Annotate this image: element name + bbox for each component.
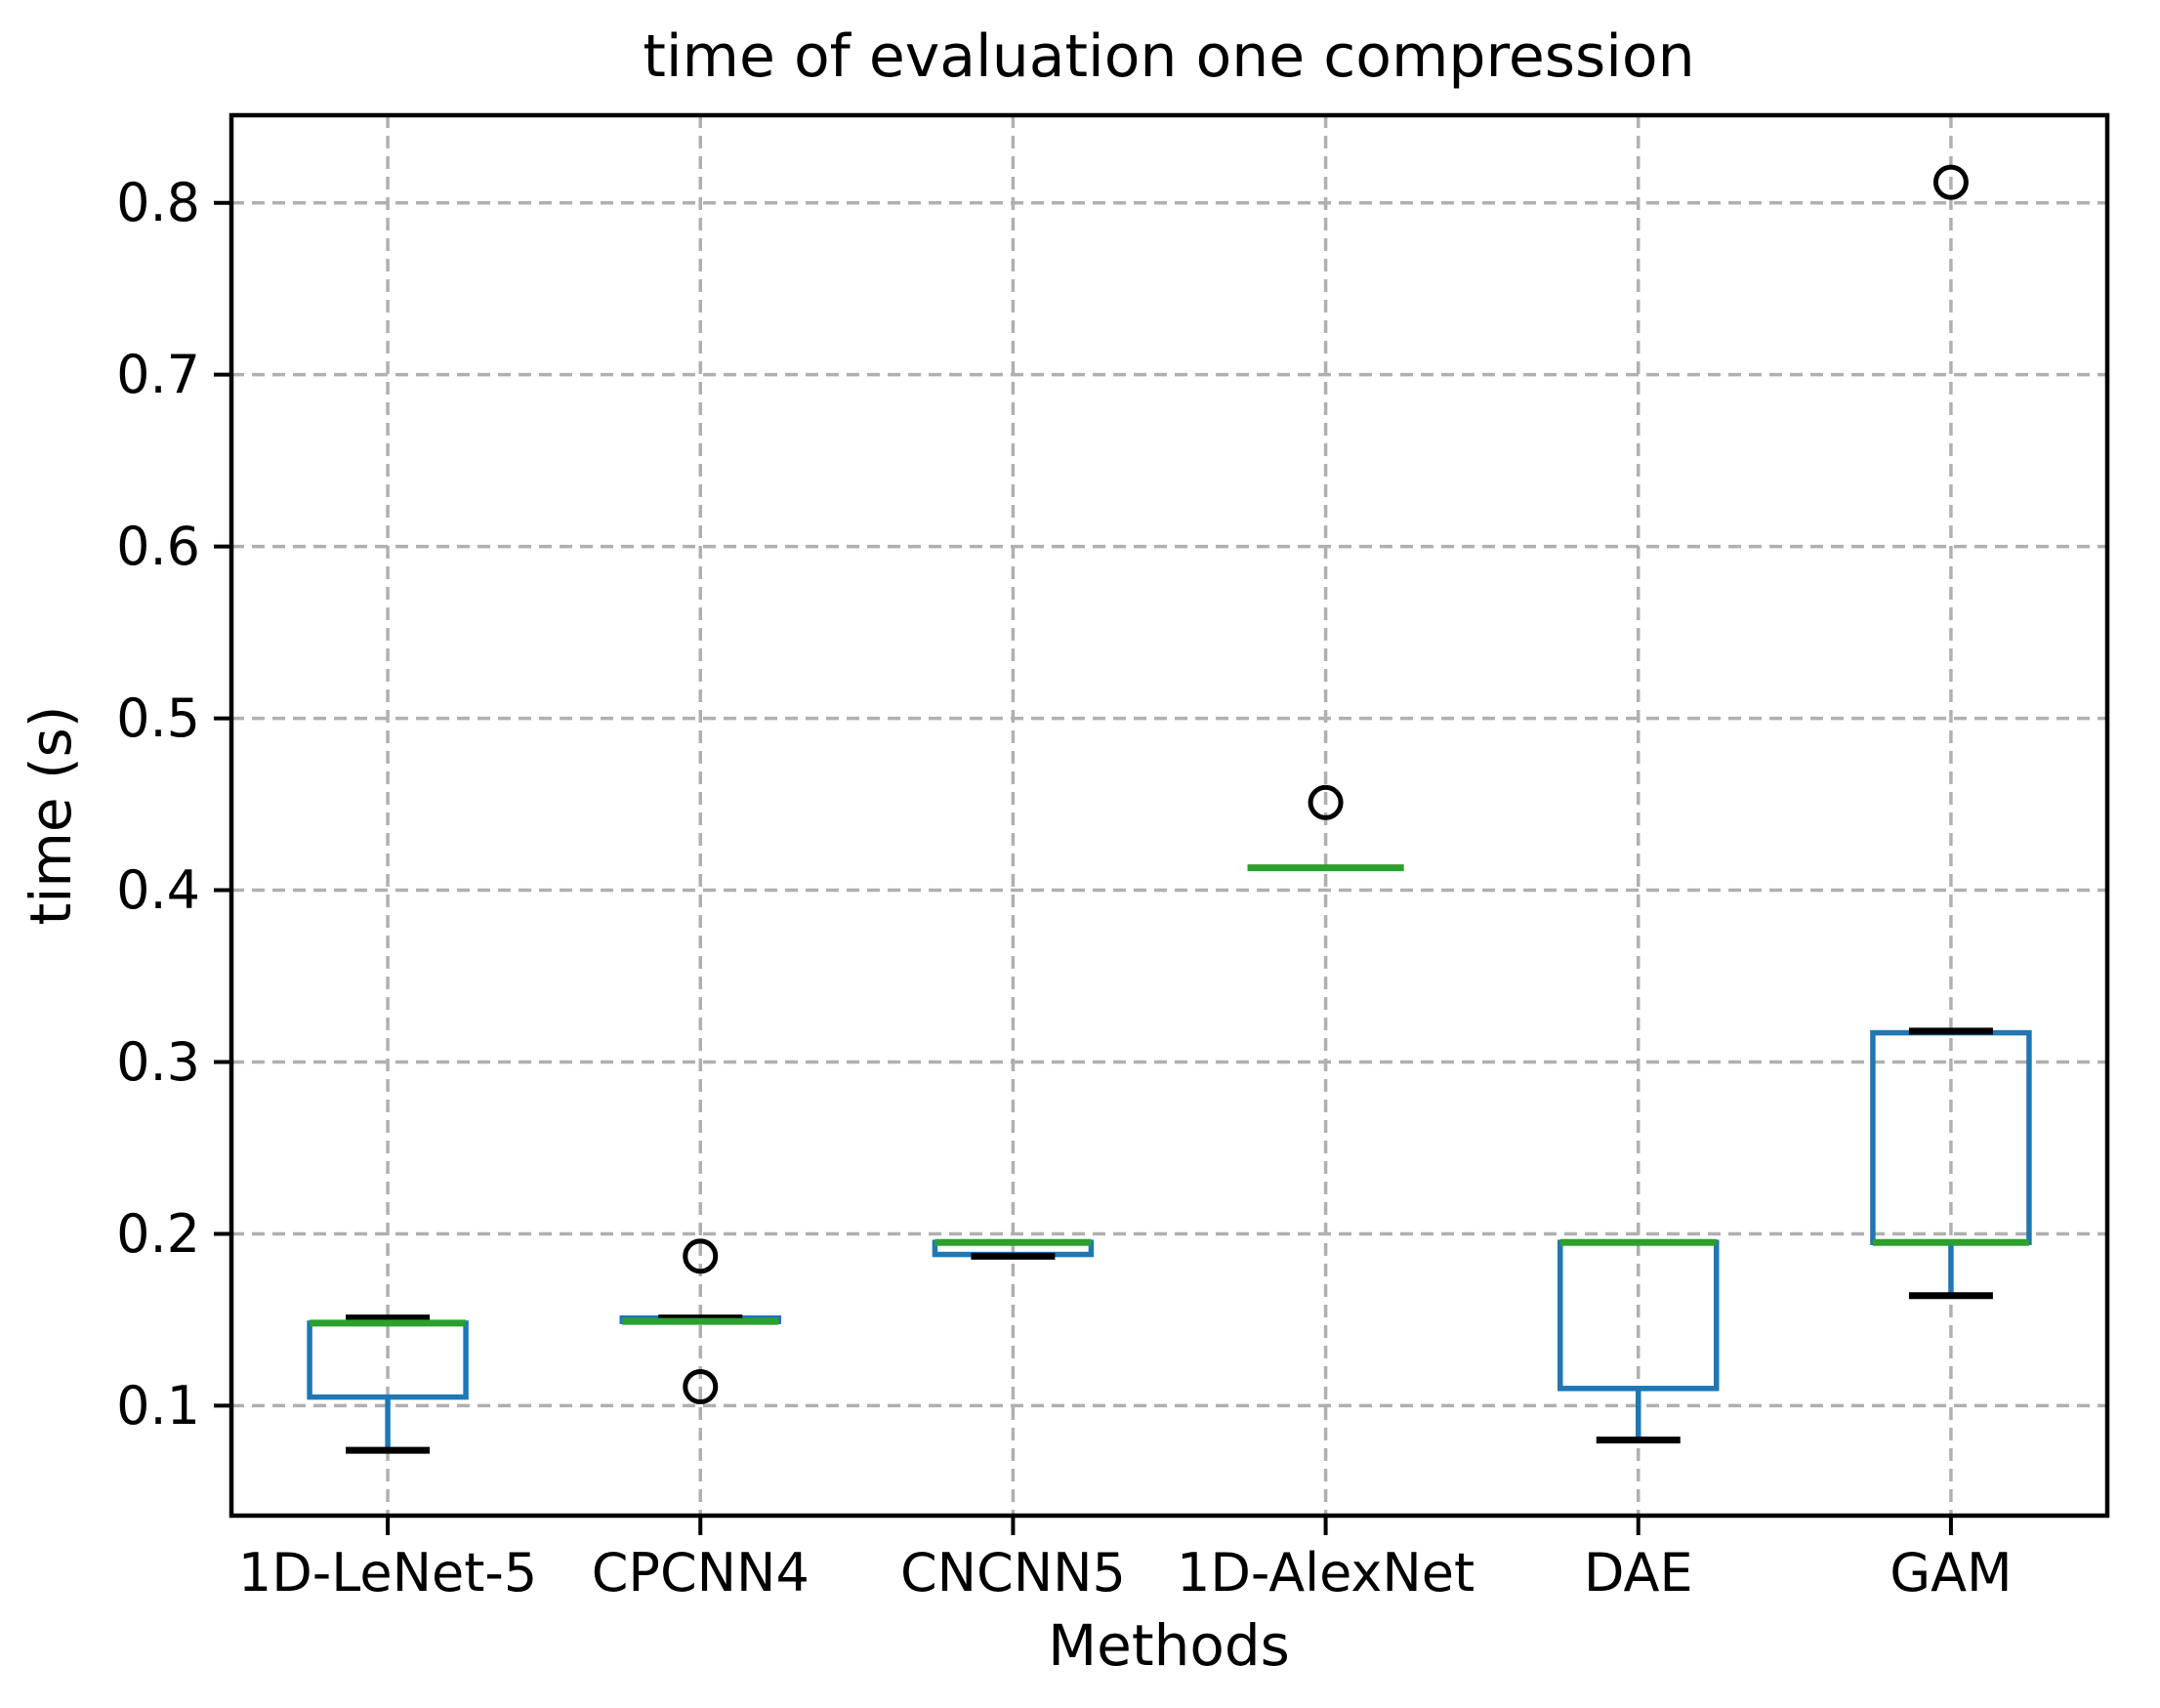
box-cncnn5	[932, 1238, 1095, 1260]
grid-lines	[231, 115, 2107, 1516]
y-tick-label: 0.5	[116, 687, 200, 749]
x-tick-label: DAE	[1584, 1542, 1693, 1604]
plot-border	[228, 112, 2110, 1519]
y-tick-label: 0.2	[116, 1203, 200, 1265]
x-tick-label: 1D-AlexNet	[1177, 1542, 1475, 1604]
box-1d-alexnet	[1247, 784, 1404, 872]
y-tick-label: 0.6	[116, 516, 200, 577]
x-tick-label: 1D-LeNet-5	[238, 1542, 537, 1604]
axis-tick-labels: 0.1 0.2 0.3 0.4 0.5 0.6 0.7 0.8 1D-LeNet-5 CPCNN4…	[116, 172, 2013, 1604]
boxplots	[307, 164, 2032, 1454]
box-1d-lenet-5	[307, 1314, 469, 1454]
x-tick-label: CPCNN4	[592, 1542, 810, 1604]
y-tick-label: 0.3	[116, 1031, 200, 1093]
outlier-point	[683, 1369, 719, 1405]
outlier-point	[1932, 164, 1969, 200]
outlier-point	[683, 1238, 719, 1274]
y-tick-label: 0.4	[116, 859, 200, 921]
y-tick-label: 0.8	[116, 172, 200, 233]
chart-title: time of evaluation one compression	[643, 22, 1694, 91]
box-dae	[1558, 1238, 1720, 1444]
box-gam	[1870, 164, 2032, 1300]
x-axis-label: Methods	[1048, 1612, 1290, 1679]
y-tick-label: 0.7	[116, 344, 200, 405]
box-cpcnn4	[619, 1238, 781, 1405]
axis-ticks	[214, 200, 1953, 1535]
x-tick-label: CNCNN5	[900, 1542, 1126, 1604]
outlier-point	[1308, 784, 1344, 820]
y-axis-label: time (s)	[18, 706, 84, 926]
x-tick-label: GAM	[1890, 1542, 2012, 1604]
y-tick-label: 0.1	[116, 1375, 200, 1437]
